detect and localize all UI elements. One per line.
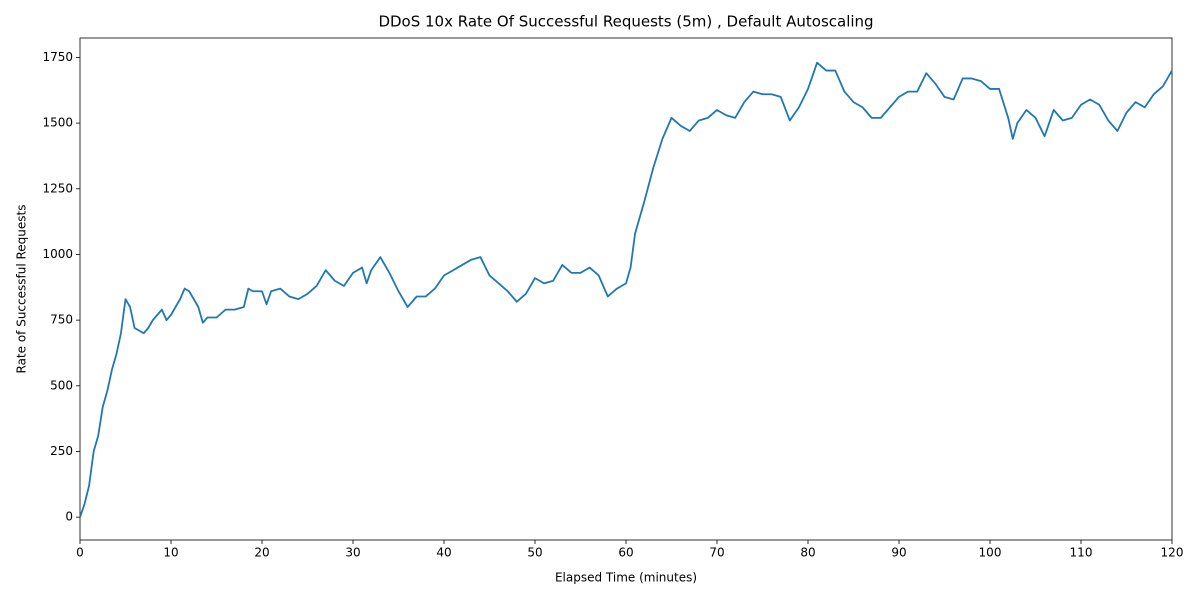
- y-tick-label: 750: [50, 313, 73, 327]
- x-tick-label: 70: [709, 546, 724, 560]
- y-tick-label: 1250: [42, 181, 73, 195]
- y-axis-label: Rate of Successful Requests: [15, 205, 29, 374]
- y-tick-label: 1500: [42, 116, 73, 130]
- x-tick-label: 110: [1070, 546, 1093, 560]
- x-tick-label: 50: [527, 546, 542, 560]
- x-axis-label: Elapsed Time (minutes): [555, 571, 697, 585]
- x-tick-label: 0: [76, 546, 84, 560]
- y-tick-label: 250: [50, 444, 73, 458]
- plot-frame: [79, 37, 1173, 541]
- x-tick-label: 90: [891, 546, 906, 560]
- data-line: [79, 61, 1173, 518]
- x-tick-label: 60: [618, 546, 633, 560]
- x-tick-label: 30: [345, 546, 360, 560]
- x-tick-label: 120: [1161, 546, 1184, 560]
- x-tick-label: 40: [436, 546, 451, 560]
- chart-title: DDoS 10x Rate Of Successful Requests (5m…: [378, 13, 873, 31]
- y-tick-label: 1750: [42, 50, 73, 64]
- x-tick-label: 20: [254, 546, 269, 560]
- y-tick-label: 1000: [42, 247, 73, 261]
- x-tick-label: 100: [979, 546, 1002, 560]
- x-tick-label: 80: [800, 546, 815, 560]
- y-tick-label: 0: [65, 510, 73, 524]
- y-tick-label: 500: [50, 378, 73, 392]
- x-tick-label: 10: [163, 546, 178, 560]
